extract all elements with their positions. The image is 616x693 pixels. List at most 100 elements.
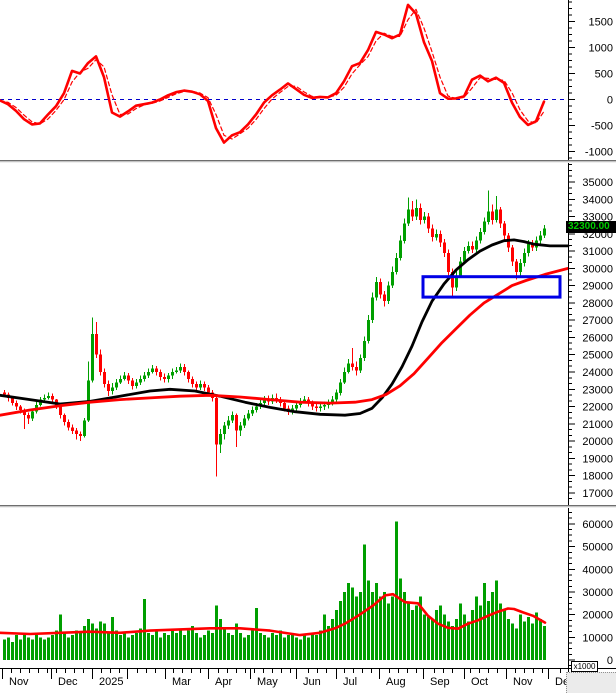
volume-bar	[27, 637, 30, 661]
month-label: Mar	[172, 676, 191, 688]
panel-volume[interactable]: 60000 50000 40000 30000 20000 10000 0	[0, 508, 616, 668]
volume-bar	[119, 635, 122, 661]
volume-bar	[511, 623, 514, 660]
volume-bar	[87, 619, 90, 661]
candle	[363, 340, 366, 359]
volume-bar	[447, 621, 450, 661]
candle	[171, 372, 174, 376]
candle	[131, 380, 134, 386]
month-label: May	[257, 676, 278, 688]
volume-bar	[479, 605, 482, 661]
volume-bar	[343, 592, 346, 661]
volume-bar	[239, 632, 242, 660]
candle	[495, 209, 498, 220]
volume-bar	[187, 630, 190, 661]
volume-bar	[75, 630, 78, 661]
panel-price[interactable]: 3500034000330003200031000300002900028000…	[0, 163, 616, 505]
volume-bar	[431, 619, 434, 661]
volume-bar	[215, 605, 218, 661]
volume-bar	[19, 639, 22, 660]
volume-bars	[3, 521, 546, 661]
volume-bar	[63, 632, 66, 660]
candle	[231, 415, 234, 421]
volume-bar	[79, 632, 82, 660]
volume-unit-label: x1000	[571, 661, 598, 672]
candle	[355, 366, 358, 371]
volume-bar	[151, 635, 154, 661]
volume-bar	[135, 632, 138, 660]
candle	[367, 320, 370, 341]
volume-bar	[263, 635, 266, 661]
panel-splitter-top[interactable]	[0, 160, 616, 163]
volume-bar	[531, 623, 534, 660]
y-tick-label: 29000	[582, 281, 613, 293]
volume-bar	[515, 628, 518, 661]
y-tick-label: 18000	[582, 471, 613, 483]
volume-bar	[387, 603, 390, 660]
volume-bar	[163, 632, 166, 660]
candle	[371, 297, 374, 321]
candle	[75, 430, 78, 435]
y-tick-label: 26000	[582, 333, 613, 345]
volume-bar	[339, 601, 342, 660]
candle	[315, 406, 318, 409]
candle	[175, 370, 178, 372]
candle	[155, 368, 158, 372]
candle	[103, 372, 106, 385]
volume-bar	[91, 623, 94, 660]
month-label: Apr	[215, 676, 232, 688]
y-tick-label: 31000	[582, 246, 613, 258]
volume-bar	[427, 616, 430, 660]
y-axis-volume: 60000 50000 40000 30000 20000 10000 0	[569, 512, 613, 667]
volume-bar	[423, 614, 426, 661]
volume-bar	[175, 632, 178, 660]
volume-bar	[195, 632, 198, 660]
volume-bar	[363, 544, 366, 660]
candle	[215, 397, 218, 445]
volume-bar	[323, 614, 326, 661]
y-tick-label: 35000	[582, 177, 613, 189]
y-tick-label: 20000	[582, 436, 613, 448]
volume-bar	[167, 635, 170, 661]
volume-bar	[155, 630, 158, 661]
candle	[423, 216, 426, 220]
y-tick-label: 0	[607, 95, 613, 107]
signal-line	[0, 8, 545, 140]
annotation-rectangle[interactable]	[421, 275, 562, 299]
candle	[243, 418, 246, 426]
volume-bar	[411, 610, 414, 660]
candle	[203, 384, 206, 388]
candle	[359, 358, 362, 371]
volume-bar	[231, 635, 234, 661]
volume-bar	[359, 592, 362, 661]
volume-bar	[259, 632, 262, 660]
candle	[199, 384, 202, 388]
candle	[139, 378, 142, 383]
volume-bar	[539, 619, 542, 661]
volume-bar	[107, 632, 110, 660]
candle	[339, 382, 342, 393]
volume-bar	[159, 637, 162, 661]
volume-bar	[243, 637, 246, 661]
volume-bar	[67, 637, 70, 661]
volume-bar	[523, 621, 526, 661]
y-tick-label: 21000	[582, 419, 613, 431]
volume-bar	[535, 612, 538, 661]
volume-bar	[255, 607, 258, 661]
volume-bar	[115, 630, 118, 661]
volume-bar	[127, 637, 130, 661]
volume-bar	[227, 632, 230, 660]
volume-bar	[371, 592, 374, 661]
volume-bar	[279, 630, 282, 661]
candle	[319, 406, 322, 409]
volume-bar	[403, 592, 406, 661]
candle	[443, 242, 446, 253]
volume-bar	[199, 637, 202, 661]
month-label: Nov	[9, 676, 29, 688]
y-tick-label: 24000	[582, 367, 613, 379]
panel-oscillator[interactable]: 1500 1000 500 0 -500 -1000	[0, 0, 616, 160]
panel-splitter-bottom[interactable]	[0, 505, 616, 508]
volume-bar	[23, 632, 26, 660]
candle	[447, 252, 450, 272]
y-tick-label: 1500	[589, 17, 613, 29]
